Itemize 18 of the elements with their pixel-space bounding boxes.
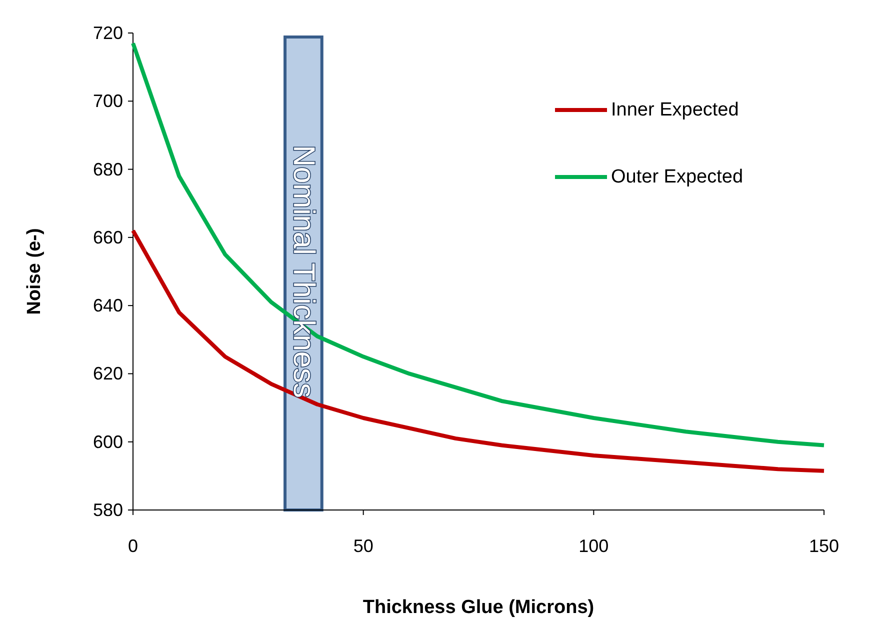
x-tick-label: 0 bbox=[128, 536, 138, 556]
x-tick-label: 100 bbox=[578, 536, 609, 556]
x-tick-label: 150 bbox=[808, 536, 840, 556]
y-tick-label: 640 bbox=[92, 296, 123, 316]
y-tick-label: 660 bbox=[92, 227, 123, 248]
legend-label: Outer Expected bbox=[611, 166, 744, 188]
band-label: Nominal Thickness bbox=[286, 145, 320, 398]
y-tick-label: 600 bbox=[92, 432, 123, 452]
x-axis-title: Thickness Glue (Microns) bbox=[362, 597, 594, 618]
line-series bbox=[131, 41, 826, 448]
legend-label: Inner Expected bbox=[611, 100, 739, 120]
y-tick-label: 700 bbox=[92, 91, 123, 112]
y-tick-label: 720 bbox=[92, 23, 123, 43]
y-tick-label: 680 bbox=[92, 159, 123, 180]
y-axis-title: Noise (e-) bbox=[24, 228, 45, 315]
y-tick-label: 580 bbox=[92, 500, 123, 520]
x-tick-label: 50 bbox=[353, 536, 374, 556]
y-tick-label: 620 bbox=[92, 364, 123, 384]
